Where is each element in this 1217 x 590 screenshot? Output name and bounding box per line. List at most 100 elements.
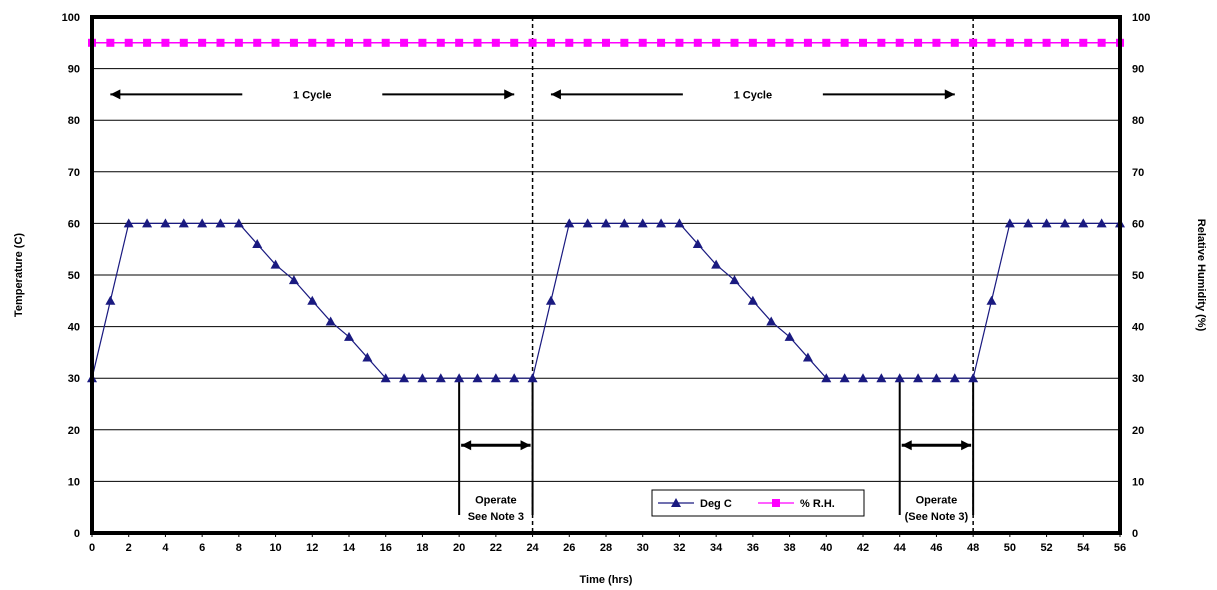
data-point-rh <box>1079 38 1088 47</box>
x-tick-label: 6 <box>199 542 205 554</box>
y-axis-label: Temperature (C) <box>13 233 25 317</box>
data-point-deg-c <box>931 373 942 383</box>
data-point-deg-c <box>233 218 244 228</box>
legend-marker-rh <box>772 499 780 507</box>
data-point-rh <box>693 38 702 47</box>
data-point-rh <box>418 38 427 47</box>
arrow-head <box>901 440 912 451</box>
data-point-deg-c <box>619 218 630 228</box>
data-point-deg-c <box>747 295 758 305</box>
data-point-rh <box>546 38 555 47</box>
y-tick-label: 80 <box>68 115 80 127</box>
x-tick-label: 2 <box>126 542 132 554</box>
data-point-deg-c <box>288 275 299 285</box>
data-point-deg-c <box>417 373 428 383</box>
data-point-rh <box>638 38 647 47</box>
y2-axis-label: Relative Humidity (%) <box>1195 219 1207 332</box>
arrow-head <box>110 89 121 100</box>
data-point-deg-c <box>1023 218 1034 228</box>
x-tick-label: 4 <box>162 542 169 554</box>
x-tick-label: 10 <box>269 542 281 554</box>
y2-tick-label: 10 <box>1132 476 1144 488</box>
data-point-rh <box>491 38 500 47</box>
data-point-rh <box>363 38 372 47</box>
x-tick-label: 44 <box>894 542 907 554</box>
x-tick-label: 20 <box>453 542 465 554</box>
data-point-rh <box>124 38 133 47</box>
data-point-rh <box>932 38 941 47</box>
x-tick-label: 24 <box>526 542 539 554</box>
y-tick-label: 40 <box>68 322 80 334</box>
x-tick-label: 34 <box>710 542 723 554</box>
y2-tick-label: 100 <box>1132 12 1150 24</box>
data-point-rh <box>510 38 519 47</box>
data-point-deg-c <box>729 275 740 285</box>
data-point-rh <box>161 38 170 47</box>
x-tick-label: 52 <box>1040 542 1052 554</box>
y-tick-label: 10 <box>68 476 80 488</box>
x-tick-label: 54 <box>1077 542 1090 554</box>
arrow-head <box>961 440 972 451</box>
data-point-rh <box>620 38 629 47</box>
data-point-deg-c <box>435 373 446 383</box>
x-tick-label: 8 <box>236 542 242 554</box>
data-point-deg-c <box>142 218 153 228</box>
y-tick-label: 50 <box>68 270 80 282</box>
data-point-deg-c <box>601 218 611 228</box>
data-point-rh <box>455 38 464 47</box>
data-point-rh <box>289 38 298 47</box>
data-point-rh <box>473 38 482 47</box>
data-point-rh <box>1060 38 1069 47</box>
y2-tick-label: 60 <box>1132 218 1144 230</box>
y2-tick-label: 90 <box>1132 64 1144 76</box>
legend: Deg C % R.H. <box>651 489 865 517</box>
data-point-rh <box>381 38 390 47</box>
x-tick-label: 28 <box>600 542 612 554</box>
x-tick-label: 38 <box>783 542 795 554</box>
x-tick-label: 42 <box>857 542 869 554</box>
data-point-rh <box>400 38 409 47</box>
x-tick-label: 40 <box>820 542 832 554</box>
x-tick-label: 46 <box>930 542 942 554</box>
data-point-deg-c <box>307 295 318 305</box>
arrow-head <box>944 89 955 100</box>
data-point-deg-c <box>1096 218 1107 228</box>
data-point-rh <box>877 38 886 47</box>
data-point-rh <box>730 38 739 47</box>
data-point-rh <box>326 38 335 47</box>
data-point-deg-c <box>858 373 868 383</box>
data-point-deg-c <box>215 218 226 228</box>
data-point-rh <box>748 38 757 47</box>
data-point-deg-c <box>380 373 391 383</box>
data-point-rh <box>1042 38 1051 47</box>
data-point-deg-c <box>674 218 685 228</box>
data-point-rh <box>271 38 280 47</box>
data-point-rh <box>1097 38 1106 47</box>
series-line <box>91 222 1120 379</box>
data-point-rh <box>785 38 794 47</box>
data-point-deg-c <box>270 259 281 269</box>
data-point-deg-c <box>160 218 171 228</box>
data-point-deg-c <box>197 218 208 228</box>
data-point-deg-c <box>325 316 336 326</box>
annotations: 1 Cycle 1 Cycle Operate See Note 3 Operate (S… <box>110 89 975 523</box>
operate-note: See Note 3 <box>468 511 524 523</box>
arrow-head <box>504 89 515 100</box>
x-tick-label: 14 <box>343 542 356 554</box>
operate-label: Operate <box>916 494 958 506</box>
data-point-rh <box>803 38 812 47</box>
x-tick-label: 36 <box>747 542 759 554</box>
y-tick-label: 0 <box>74 528 80 540</box>
x-axis-label: Time (hrs) <box>580 574 633 586</box>
y-tick-labels: 0 10 20 30 40 50 60 70 80 90 100 <box>62 12 80 540</box>
data-point-deg-c <box>692 239 703 249</box>
y2-tick-label: 50 <box>1132 270 1144 282</box>
data-point-deg-c <box>876 373 887 383</box>
series-group <box>87 38 1125 383</box>
data-point-rh <box>914 38 923 47</box>
legend-marker-deg-c <box>671 498 681 507</box>
data-point-deg-c <box>252 239 263 249</box>
data-point-rh <box>308 38 317 47</box>
data-point-deg-c <box>986 295 997 305</box>
y-tick-label: 70 <box>68 167 80 179</box>
